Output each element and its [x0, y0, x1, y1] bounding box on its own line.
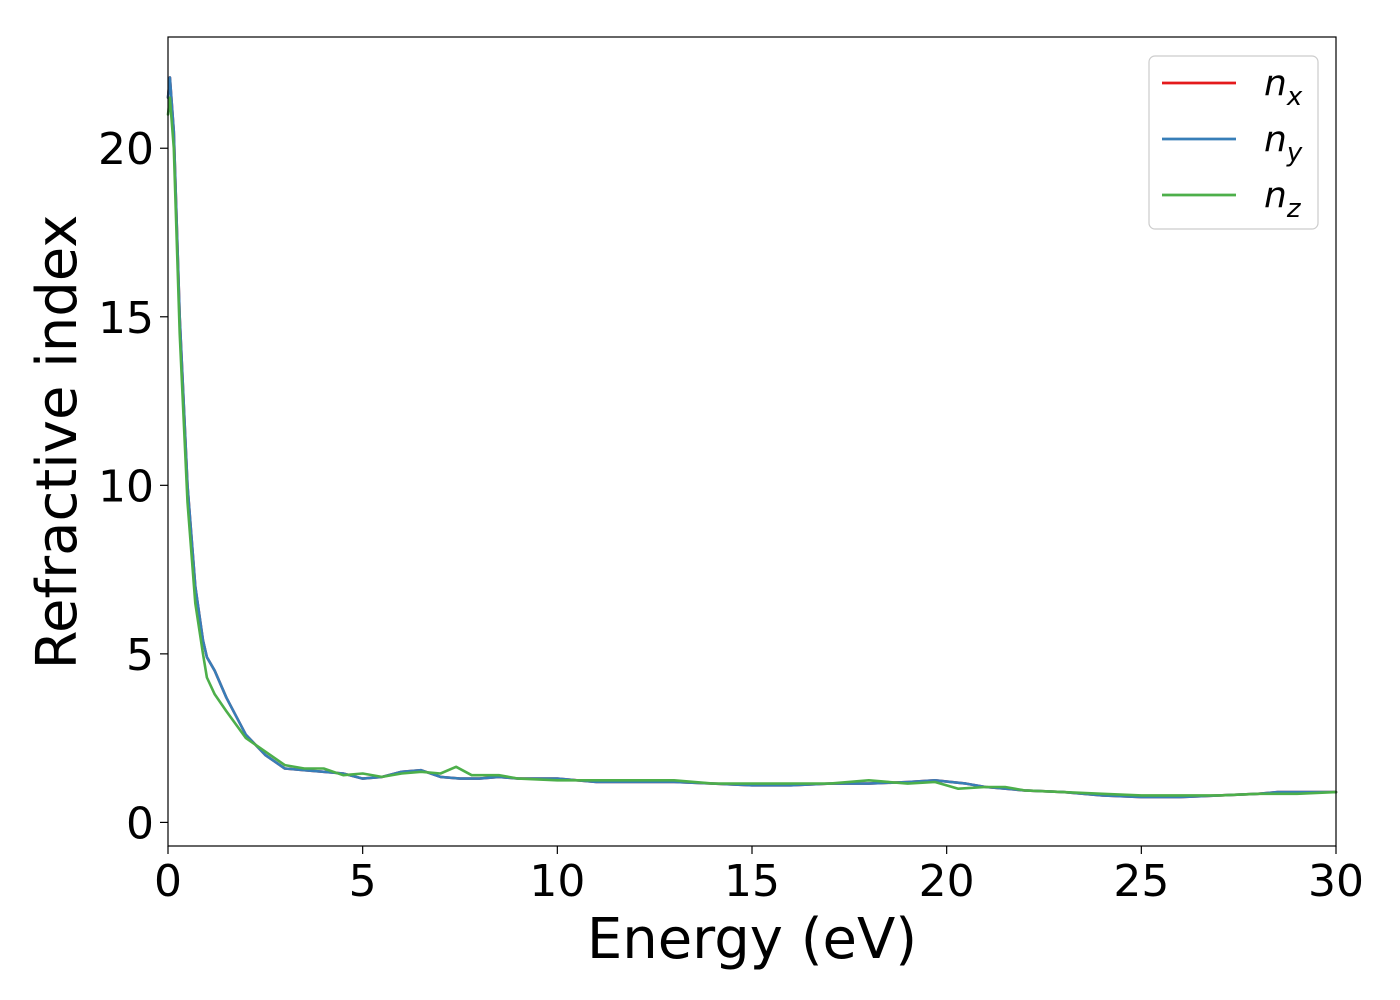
y-tick-label: 5	[126, 630, 154, 681]
x-tick-label: 10	[529, 856, 585, 907]
series-line-nz	[166, 96, 1338, 797]
x-tick-label: 0	[154, 856, 182, 907]
y-tick-label: 20	[98, 124, 154, 175]
legend-label-ny: ny	[1264, 119, 1303, 168]
legend-box	[1148, 55, 1319, 230]
legend-label-nx: nx	[1264, 63, 1303, 112]
y-tick-label: 15	[98, 293, 154, 344]
x-axis-title: Energy (eV)	[587, 907, 917, 972]
x-tick-label: 20	[919, 856, 975, 907]
y-tick-label: 0	[126, 798, 154, 849]
series-layer	[166, 76, 1338, 799]
x-axis: 0 5 10 15 20 25 30	[154, 846, 1364, 907]
legend: nx ny nz	[1148, 55, 1319, 230]
x-tick-label: 15	[724, 856, 780, 907]
legend-label-nz: nz	[1264, 175, 1302, 224]
y-tick-label: 10	[98, 461, 154, 512]
x-tick-label: 5	[349, 856, 377, 907]
x-tick-label: 30	[1308, 856, 1364, 907]
x-tick-label: 25	[1113, 856, 1169, 907]
y-axis: 0 5 10 15 20	[98, 124, 168, 849]
y-axis-title: Refractive index	[25, 215, 90, 670]
